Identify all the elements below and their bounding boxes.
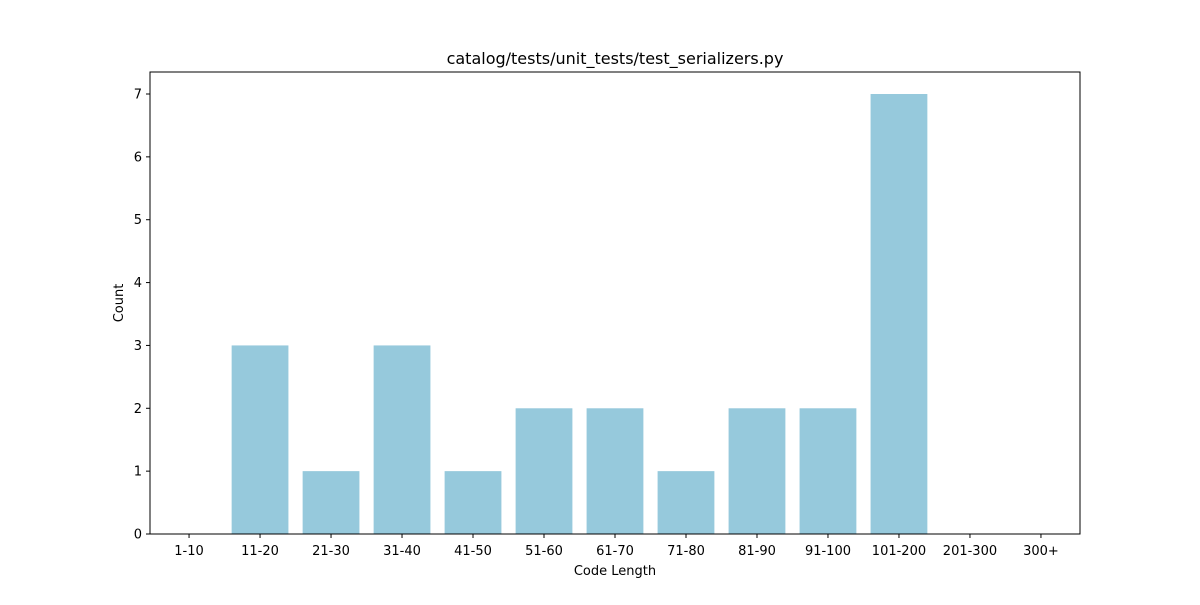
y-tick-label: 3: [134, 339, 142, 354]
bars-group: [231, 94, 928, 534]
x-tick-label: 41-50: [454, 544, 492, 559]
x-tick-label: 11-20: [241, 544, 279, 559]
plot-frame: [149, 71, 1081, 535]
x-tick-label: 71-80: [667, 544, 705, 559]
x-tick-label: 201-300: [943, 544, 997, 559]
x-tick-label: 51-60: [525, 544, 563, 559]
bar-91-100: [799, 408, 857, 534]
x-axis-label: Code Length: [574, 564, 656, 579]
x-axis-ticks: 1-10 11-20 21-30 31-40 41-50 51-60 61-70 71-80 8…: [174, 534, 1059, 559]
y-axis-label: Count: [112, 284, 127, 323]
y-tick-label: 5: [134, 213, 142, 228]
x-tick-label: 21-30: [312, 544, 350, 559]
y-tick-label: 2: [134, 402, 142, 417]
bar-21-30: [302, 471, 360, 534]
x-tick-label: 31-40: [383, 544, 421, 559]
bar-11-20: [231, 345, 289, 534]
x-tick-label: 101-200: [872, 544, 926, 559]
y-axis-ticks: 0 1 2 3 4 5 6 7: [134, 88, 150, 543]
bar-101-200: [870, 94, 928, 534]
x-tick-label: 300+: [1023, 544, 1059, 559]
x-tick-label: 1-10: [174, 544, 204, 559]
bar-71-80: [657, 471, 715, 534]
x-tick-label: 81-90: [738, 544, 776, 559]
x-tick-label: 61-70: [596, 544, 634, 559]
y-tick-label: 1: [134, 465, 142, 480]
bar-31-40: [373, 345, 431, 534]
y-tick-label: 4: [134, 276, 142, 291]
bar-51-60: [515, 408, 573, 534]
y-tick-label: 6: [134, 150, 142, 165]
bar-41-50: [444, 471, 502, 534]
bar-81-90: [728, 408, 786, 534]
y-tick-label: 0: [134, 528, 142, 543]
y-tick-label: 7: [134, 88, 142, 103]
bar-61-70: [586, 408, 644, 534]
x-tick-label: 91-100: [805, 544, 851, 559]
chart-title: catalog/tests/unit_tests/test_serializer…: [447, 49, 784, 69]
